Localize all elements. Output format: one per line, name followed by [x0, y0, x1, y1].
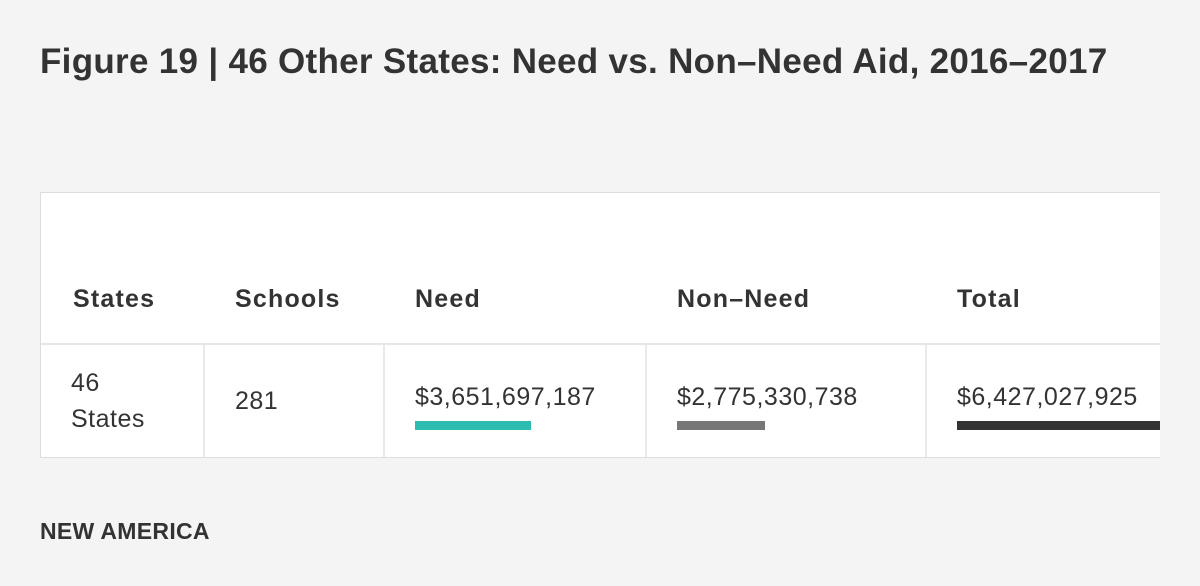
footer-brand: NEW AMERICA	[40, 518, 210, 544]
header-row: States Schools Need Non–Need Total	[41, 193, 1160, 345]
cell-text: 46 States	[71, 369, 145, 433]
value-bar	[957, 420, 1160, 430]
column-header: Non–Need	[677, 285, 811, 313]
table-cell: $2,775,330,738	[645, 345, 925, 457]
column-header: Need	[415, 285, 481, 313]
table-row: 46 States 281 $3,651,697,187 $2,775,330,738…	[41, 345, 1160, 457]
table-cell: $6,427,027,925	[925, 345, 1160, 457]
value-bar	[677, 420, 766, 430]
cell-value: $3,651,697,187	[415, 382, 596, 411]
table-cell: 281	[203, 345, 383, 457]
cell-value: $2,775,330,738	[677, 382, 858, 411]
table-cell: 46 States	[41, 345, 203, 457]
table-cell: $3,651,697,187	[383, 345, 645, 457]
table: States Schools Need Non–Need Total 46 States…	[40, 192, 1160, 458]
cell-value: $6,427,027,925	[957, 382, 1138, 411]
column-header: Schools	[235, 285, 341, 313]
value-bar	[415, 420, 531, 430]
table-viewport: States Schools Need Non–Need Total 46 States…	[40, 192, 1160, 458]
column-header: States	[73, 285, 156, 313]
cell-text: 281	[235, 387, 279, 415]
column-header: Total	[957, 285, 1021, 313]
title: Figure 19 | 46 Other States: Need vs. No…	[40, 42, 1108, 81]
